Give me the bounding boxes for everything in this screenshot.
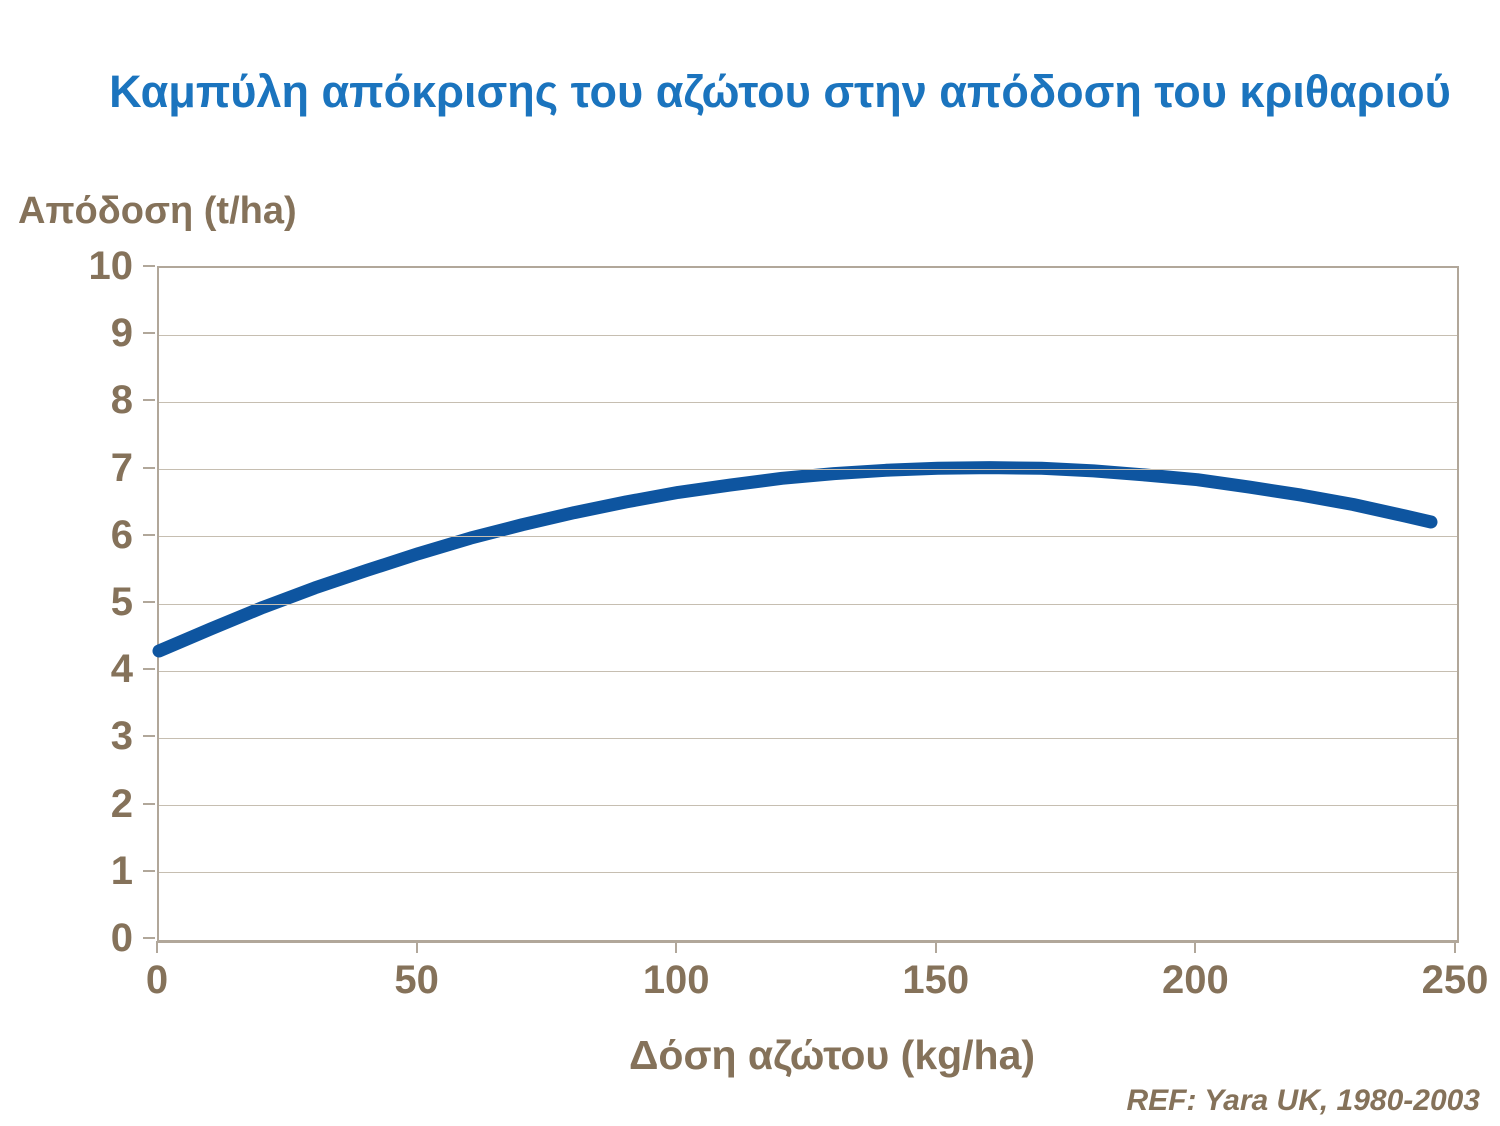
yield-curve-line [152, 461, 1438, 658]
gridline [159, 670, 1457, 672]
y-tick-label: 1 [110, 848, 133, 893]
y-tick-label: 7 [110, 445, 133, 490]
y-tick-mark [143, 802, 155, 805]
x-tick-mark [156, 941, 158, 953]
gridline [159, 805, 1457, 807]
gridline [159, 872, 1457, 874]
y-tick-label: 8 [110, 378, 133, 423]
x-tick-label: 200 [1162, 958, 1229, 1002]
x-tick-mark [934, 941, 937, 953]
gridline [159, 469, 1457, 471]
x-tick-label: 50 [394, 958, 439, 1002]
reference-note: REF: Yara UK, 1980-2003 [1126, 1084, 1480, 1117]
gridline [159, 334, 1457, 336]
y-tick-label: 2 [110, 781, 133, 826]
yield-response-curve [152, 461, 1438, 658]
y-tick-mark [143, 466, 155, 469]
y-tick-mark [143, 601, 155, 603]
x-axis-title: Δόση αζώτου (kg/ha) [628, 1032, 1036, 1078]
gridline [159, 401, 1457, 403]
x-tick-label: 250 [1421, 958, 1489, 1002]
y-tick-label: 4 [110, 647, 133, 692]
y-tick-label: 3 [110, 714, 133, 759]
y-tick-label: 9 [110, 311, 133, 356]
y-tick-mark [143, 399, 155, 402]
x-tick-mark [675, 941, 678, 953]
y-tick-mark [143, 332, 155, 335]
x-tick-mark [1194, 941, 1197, 953]
gridline [159, 536, 1457, 538]
x-tick-label: 100 [642, 958, 710, 1002]
x-tick-mark [1454, 941, 1456, 953]
y-tick-mark [143, 869, 155, 872]
y-tick-label: 10 [88, 244, 134, 288]
y-tick-mark [143, 937, 155, 939]
x-tick-label: 0 [145, 958, 169, 1002]
y-tick-label: 6 [110, 512, 133, 557]
y-axis-title: Απόδοση (t/ha) [18, 190, 297, 232]
y-tick-label: 0 [110, 916, 133, 960]
y-tick-mark [143, 735, 155, 738]
y-tick-mark [143, 265, 155, 267]
chart-title: Καμπύλη απόκρισης του αζώτου στην απόδοσ… [109, 66, 1451, 117]
plot-area [152, 266, 1459, 943]
y-tick-label: 5 [110, 580, 133, 624]
y-tick-mark [143, 533, 155, 536]
gridline [159, 603, 1457, 605]
x-tick-mark [415, 941, 418, 953]
x-tick-label: 150 [902, 958, 970, 1002]
gridline [159, 737, 1457, 739]
y-tick-mark [143, 668, 155, 671]
